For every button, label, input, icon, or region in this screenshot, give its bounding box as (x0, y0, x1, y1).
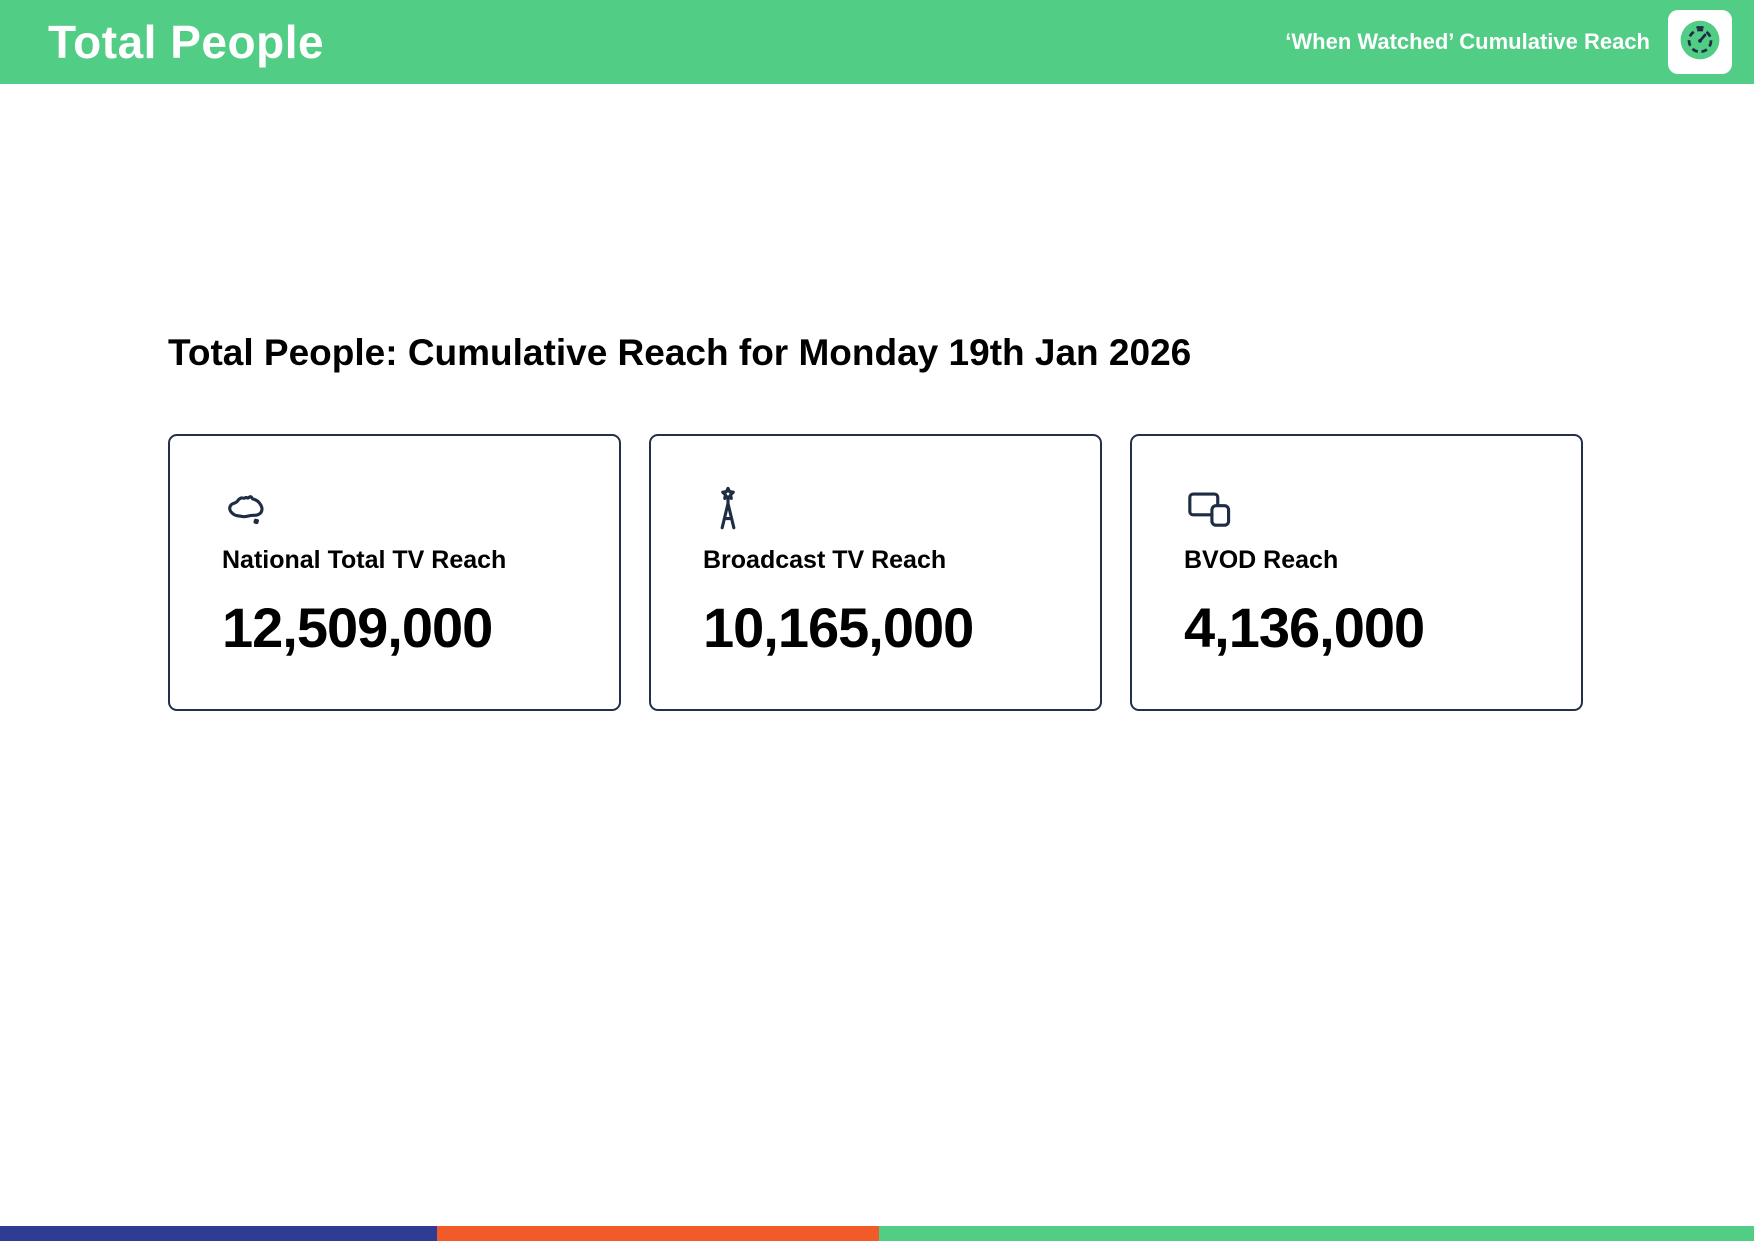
card-bvod-reach: BVOD Reach 4,136,000 (1130, 434, 1583, 711)
card-label: National Total TV Reach (222, 546, 507, 574)
australia-map-icon (222, 484, 272, 534)
page-title: Total People (48, 16, 325, 68)
devices-icon (1184, 484, 1234, 534)
card-broadcast-tv-reach: Broadcast TV Reach 10,165,000 (649, 434, 1102, 711)
header-bar: Total People ‘When Watched’ Cumulative R… (0, 0, 1754, 84)
section-heading: Total People: Cumulative Reach for Monda… (168, 332, 1192, 373)
card-national-total-tv-reach: National Total TV Reach 12,509,000 (168, 434, 621, 711)
header-subtitle: ‘When Watched’ Cumulative Reach (1285, 29, 1650, 54)
stopwatch-badge (1668, 10, 1732, 74)
card-value: 4,136,000 (1184, 596, 1425, 659)
footer-segment-blue (0, 1226, 437, 1241)
broadcast-antenna-icon (703, 484, 753, 534)
card-value: 10,165,000 (703, 596, 974, 659)
stopwatch-icon (1673, 13, 1727, 72)
footer-color-bar (0, 1226, 1754, 1241)
card-label: BVOD Reach (1184, 546, 1339, 574)
kpi-cards-row: National Total TV Reach 12,509,000 Broad… (168, 434, 1583, 711)
footer-segment-orange (436, 1226, 879, 1241)
card-value: 12,509,000 (222, 596, 493, 659)
header-right: ‘When Watched’ Cumulative Reach (1285, 10, 1732, 74)
footer-segment-green (878, 1226, 1754, 1241)
card-label: Broadcast TV Reach (703, 546, 947, 574)
